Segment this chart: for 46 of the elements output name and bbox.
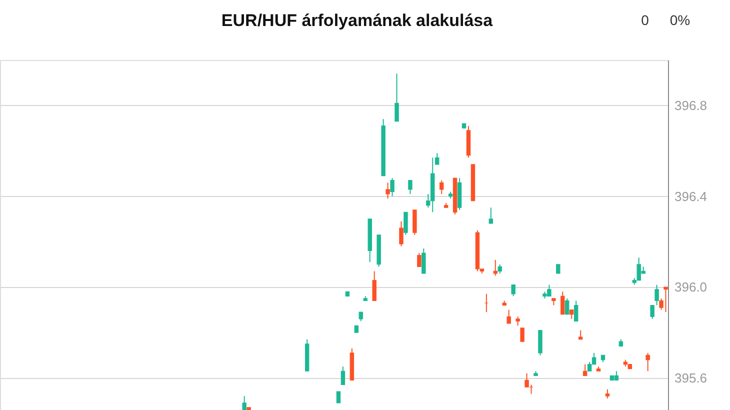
candlestick	[516, 316, 520, 326]
candlestick	[659, 298, 664, 310]
candlestick	[439, 180, 444, 194]
candlestick	[358, 312, 363, 322]
candlestick	[493, 259, 498, 276]
candlestick	[506, 309, 511, 324]
candlestick	[488, 207, 494, 224]
candlestick	[524, 372, 529, 388]
text: 0%	[670, 12, 690, 28]
y-tick-label: 396.0	[674, 280, 708, 295]
candlestick	[560, 291, 565, 315]
candlestick	[511, 284, 516, 297]
candlestick	[372, 270, 376, 302]
candlestick	[386, 182, 390, 200]
candlestick	[520, 327, 524, 342]
candlestick	[614, 370, 619, 381]
candlestick	[650, 304, 654, 320]
candlestick	[336, 391, 341, 404]
candlestick	[242, 396, 246, 410]
text: 0	[641, 12, 650, 28]
y-tick-label: 395.6	[674, 370, 708, 386]
y-tick-label: 396.8	[674, 98, 708, 113]
candlestick	[664, 286, 668, 313]
candlestick	[390, 178, 394, 197]
chart-title: EUR/HUF árfolyamának alakulása	[221, 11, 494, 30]
candlestick	[578, 330, 583, 340]
y-tick-label: 396.4	[674, 188, 708, 204]
candlestick	[654, 284, 659, 306]
candlestick	[412, 209, 417, 236]
candlestick	[565, 298, 570, 315]
candlestick	[408, 180, 412, 194]
candlestick	[574, 300, 578, 322]
candlestick	[582, 364, 588, 376]
candlestick	[538, 330, 542, 356]
candlestick	[556, 264, 560, 274]
candlestick	[340, 366, 346, 386]
candlestick	[422, 248, 426, 274]
candlestick	[646, 352, 650, 372]
candlestick	[435, 152, 440, 165]
candlestick	[404, 212, 408, 236]
candlestick	[394, 73, 399, 122]
candlestick	[399, 220, 404, 247]
candlestick	[570, 309, 574, 320]
candlestick	[498, 264, 502, 274]
candlestick	[417, 252, 422, 268]
candlestick	[605, 388, 610, 399]
